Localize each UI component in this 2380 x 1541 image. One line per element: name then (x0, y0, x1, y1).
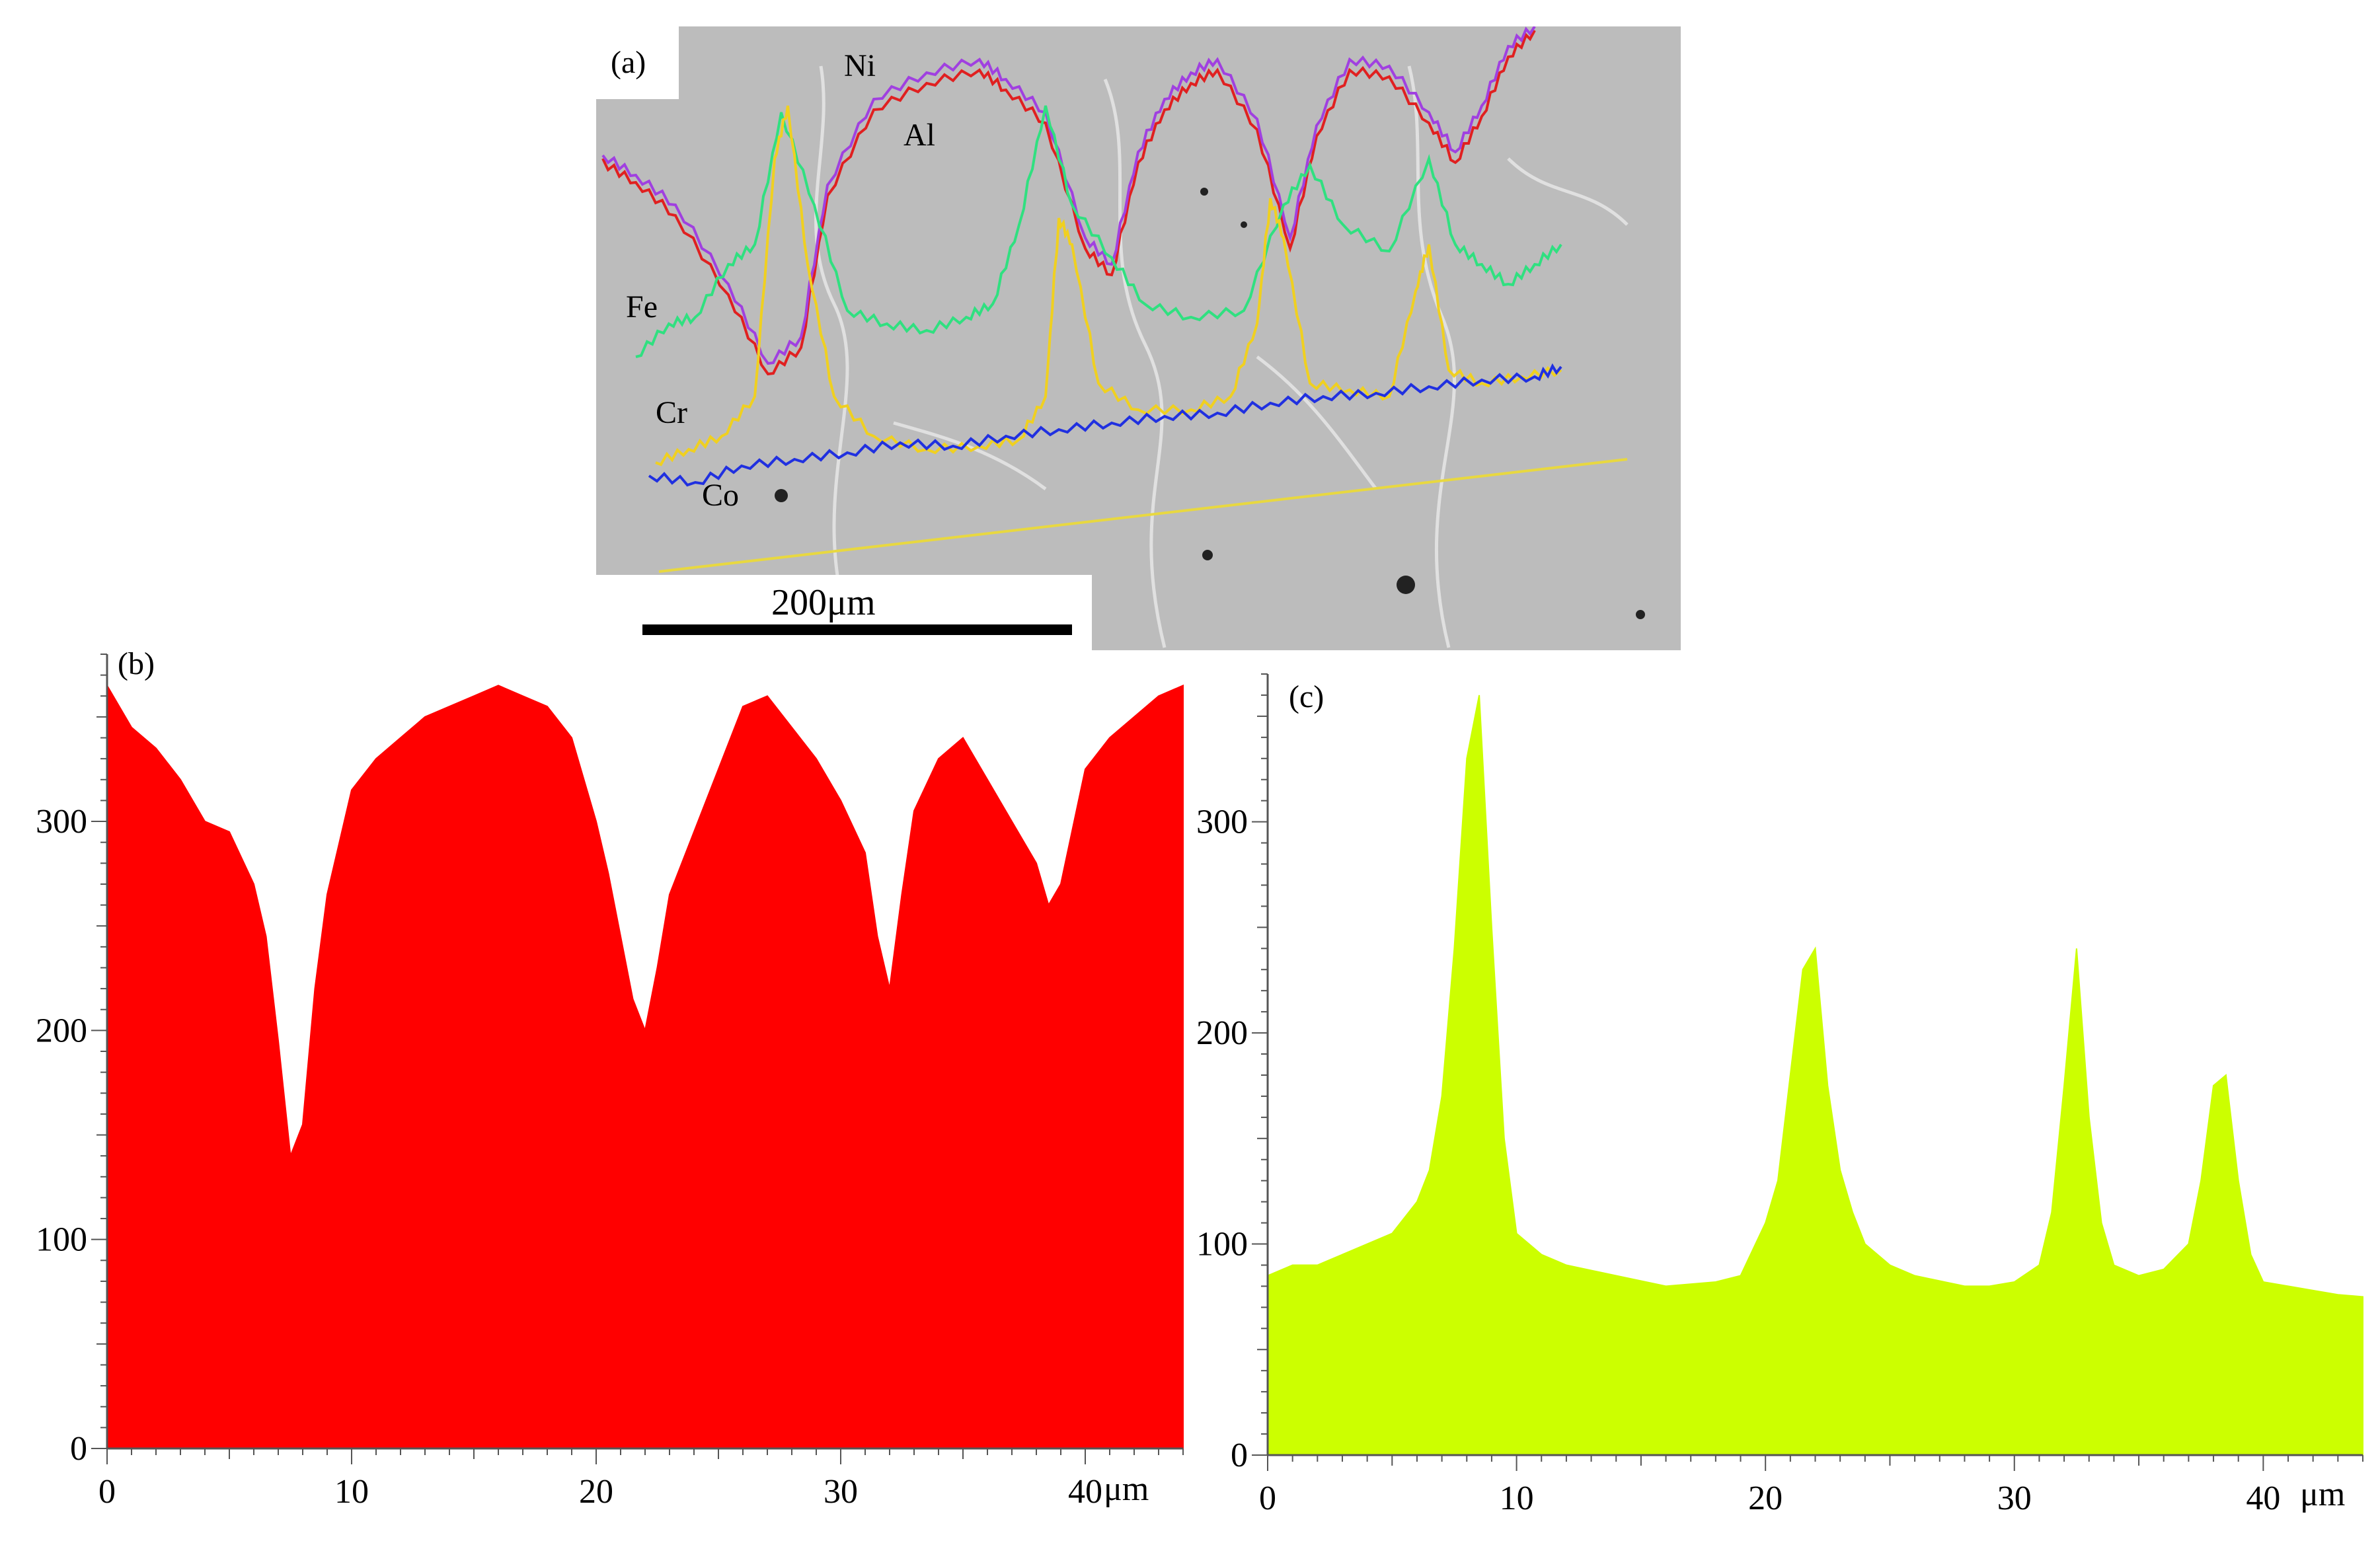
panel-a-label: (a) (611, 45, 646, 80)
cr-trace (655, 105, 1562, 467)
chart-b-y-tick-label: 100 (36, 1221, 87, 1259)
chart-b-area (106, 683, 1184, 1449)
chart-c-y-tick-label: 200 (1196, 1014, 1248, 1052)
chart-b-x-tick-label: 40 (1068, 1473, 1102, 1511)
co-trace (648, 363, 1562, 487)
fe-label: Fe (626, 289, 658, 324)
al-trace (601, 30, 1536, 376)
chart-b-plot: 0 10 20 30 40 0 100 200 300 (36, 654, 1184, 1511)
fe-trace (635, 105, 1562, 358)
cr-label: Cr (656, 395, 687, 430)
chart-c-x-tick-label: 40 (2246, 1480, 2280, 1517)
chart-c-x-tick-label: 30 (1997, 1480, 2032, 1517)
scale-bar-label: 200μm (771, 582, 876, 623)
panel-a-label-background (596, 26, 679, 99)
ni-trace (601, 26, 1536, 365)
chart-b-y-tick-label: 300 (36, 803, 87, 841)
chart-b-y-tick-label: 0 (70, 1430, 87, 1468)
chart-c-y-tick-label: 100 (1196, 1226, 1248, 1263)
grain-boundaries (814, 65, 1629, 648)
chart-c-area (1267, 695, 2363, 1456)
pores (775, 188, 1645, 619)
chart-c-x-tick-label: 0 (1259, 1480, 1276, 1517)
scan-line (658, 458, 1628, 573)
chart-b-x-tick-label: 30 (824, 1473, 858, 1511)
chart-c-y-tick-label: 0 (1231, 1437, 1248, 1474)
chart-b-x-unit: μm (1104, 1470, 1149, 1508)
chart-c-y-tick-label: 300 (1196, 804, 1248, 841)
chart-c-panel-label: (c) (1289, 679, 1324, 714)
scale-bar-background (596, 575, 1092, 650)
scale-bar (642, 624, 1072, 635)
al-label: Al (903, 118, 935, 153)
chart-c: (c) 0 10 20 30 40 0 100 200 300 μm (1196, 673, 2363, 1517)
chart-b-panel-label: (b) (118, 646, 155, 681)
chart-b: (b) 0 10 20 30 40 0 100 200 300 μm (36, 646, 1184, 1511)
chart-c-x-unit: μm (2300, 1476, 2345, 1513)
co-label: Co (702, 478, 739, 513)
chart-b-x-tick-label: 20 (579, 1473, 613, 1511)
chart-b-x-tick-label: 10 (334, 1473, 369, 1511)
line-scan-traces (601, 26, 1562, 487)
chart-c-x-tick-label: 10 (1500, 1480, 1534, 1517)
chart-c-x-tick-label: 20 (1748, 1480, 1783, 1517)
chart-b-y-tick-label: 200 (36, 1012, 87, 1049)
chart-c-plot: 0 10 20 30 40 0 100 200 300 (1196, 673, 2363, 1517)
chart-b-x-tick-label: 0 (98, 1473, 116, 1511)
ni-label: Ni (844, 48, 876, 83)
sem-micrograph-panel: (a) Ni Al Fe Cr Co 200μm (596, 26, 1681, 650)
